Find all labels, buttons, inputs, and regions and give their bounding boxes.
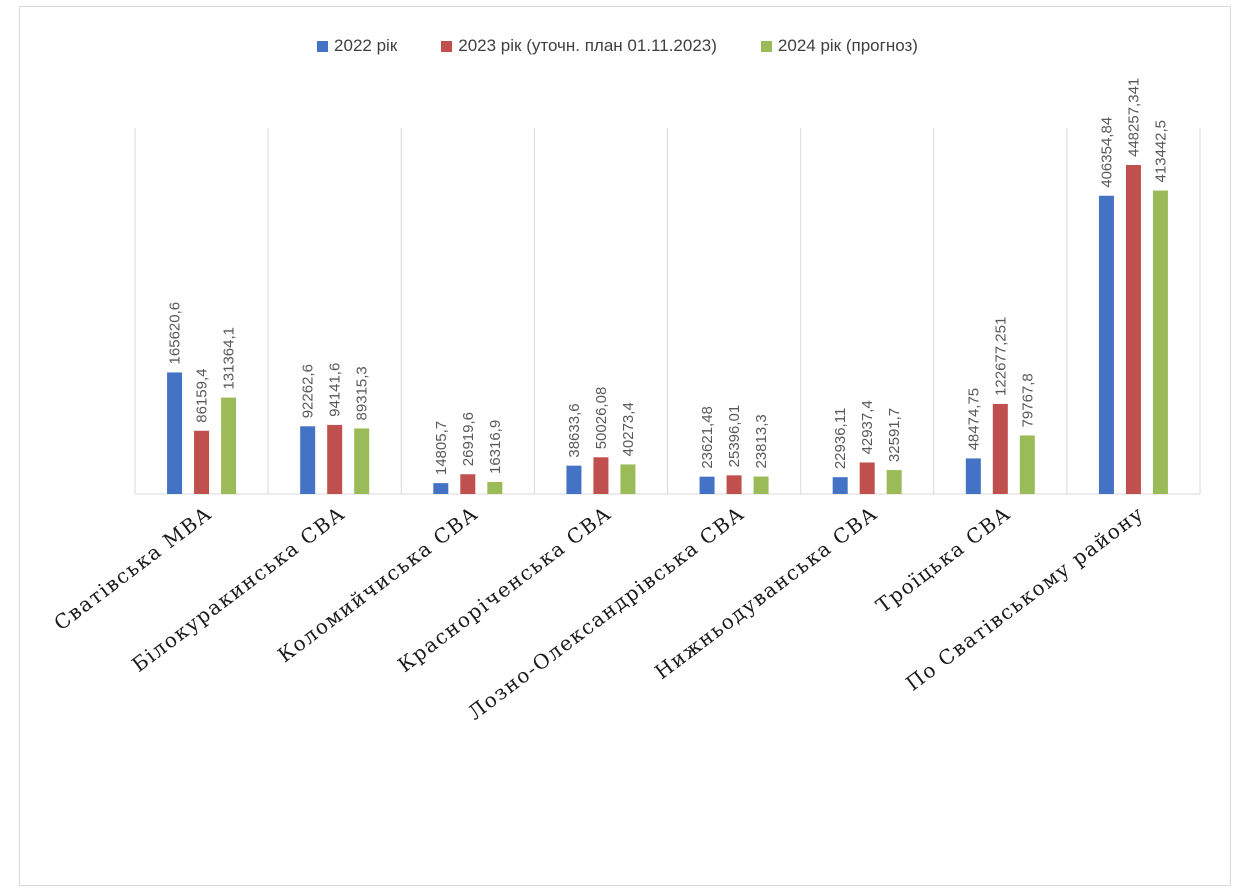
bar-1-7 — [965, 458, 981, 494]
data-label: 50026,08 — [593, 387, 610, 450]
legend-swatch-2023 — [441, 40, 453, 52]
data-label: 16316,9 — [487, 420, 504, 474]
bar-1-5 — [699, 476, 715, 494]
data-label: 40273,4 — [620, 402, 637, 456]
data-label: 32591,7 — [886, 408, 903, 462]
legend-swatch-2024 — [760, 40, 772, 52]
bar-1-4 — [566, 465, 582, 494]
bar-3-4 — [620, 464, 636, 494]
data-label: 23621,48 — [699, 406, 716, 469]
bar-2-6 — [859, 462, 875, 494]
data-label: 48474,75 — [965, 388, 982, 451]
data-label: 25396,01 — [726, 405, 743, 468]
data-label: 23813,3 — [753, 414, 770, 468]
bar-2-4 — [593, 457, 609, 494]
data-label: 406354,84 — [1098, 117, 1115, 188]
legend-swatch-2022 — [317, 40, 329, 52]
legend-label-2024: 2024 рік (прогноз) — [777, 36, 918, 55]
legend-label-2022: 2022 рік — [334, 36, 398, 55]
bar-3-7 — [1019, 435, 1035, 494]
data-label: 26919,6 — [460, 412, 477, 466]
bar-3-1 — [221, 397, 237, 494]
bar-1-6 — [832, 477, 848, 494]
data-label: 14805,7 — [433, 421, 450, 475]
category-label: Троїцька СВА — [871, 501, 1015, 618]
bar-3-8 — [1152, 190, 1168, 494]
data-label: 94141,6 — [327, 363, 344, 417]
category-label: Красноріченська СВА — [393, 501, 616, 677]
bar-3-5 — [753, 476, 769, 494]
category-label: Нижньодуванська СВА — [650, 501, 882, 684]
bar-2-1 — [194, 430, 210, 494]
data-label: 122677,251 — [992, 317, 1009, 396]
legend-item-2024: 2024 рік (прогноз) — [760, 36, 918, 56]
category-label: Лозно-Олександрівська СВА — [463, 501, 749, 725]
data-label: 131364,1 — [221, 327, 238, 390]
bar-2-7 — [992, 403, 1008, 494]
data-label: 22936,11 — [832, 408, 849, 469]
data-label: 79767,8 — [1019, 373, 1036, 427]
legend-item-2022: 2022 рік — [317, 36, 397, 56]
data-label: 92262,6 — [300, 364, 317, 418]
bar-3-2 — [354, 428, 370, 494]
data-label: 413442,5 — [1152, 120, 1169, 183]
bar-3-6 — [886, 470, 902, 494]
data-label: 38633,6 — [566, 403, 583, 457]
bar-1-2 — [300, 426, 316, 494]
legend: 2022 рік 2023 рік (уточн. план 01.11.202… — [0, 36, 1235, 56]
category-label: Білокуракинська СВА — [127, 501, 350, 677]
bar-2-5 — [726, 475, 742, 494]
bar-1-1 — [167, 372, 183, 494]
bar-2-2 — [327, 424, 343, 494]
bar-3-3 — [487, 482, 503, 494]
bar-1-8 — [1098, 195, 1114, 494]
bar-2-8 — [1125, 165, 1141, 494]
data-label: 86159,4 — [194, 369, 211, 423]
data-label: 89315,3 — [354, 366, 371, 420]
data-label: 448257,341 — [1125, 78, 1142, 157]
data-label: 165620,6 — [167, 302, 184, 365]
legend-label-2023: 2023 рік (уточн. план 01.11.2023) — [458, 36, 717, 55]
bar-2-3 — [460, 474, 476, 494]
legend-item-2023: 2023 рік (уточн. план 01.11.2023) — [441, 36, 717, 56]
bar-1-3 — [433, 483, 449, 494]
data-label: 42937,4 — [859, 400, 876, 454]
category-label: По Сватівському району — [901, 501, 1148, 696]
